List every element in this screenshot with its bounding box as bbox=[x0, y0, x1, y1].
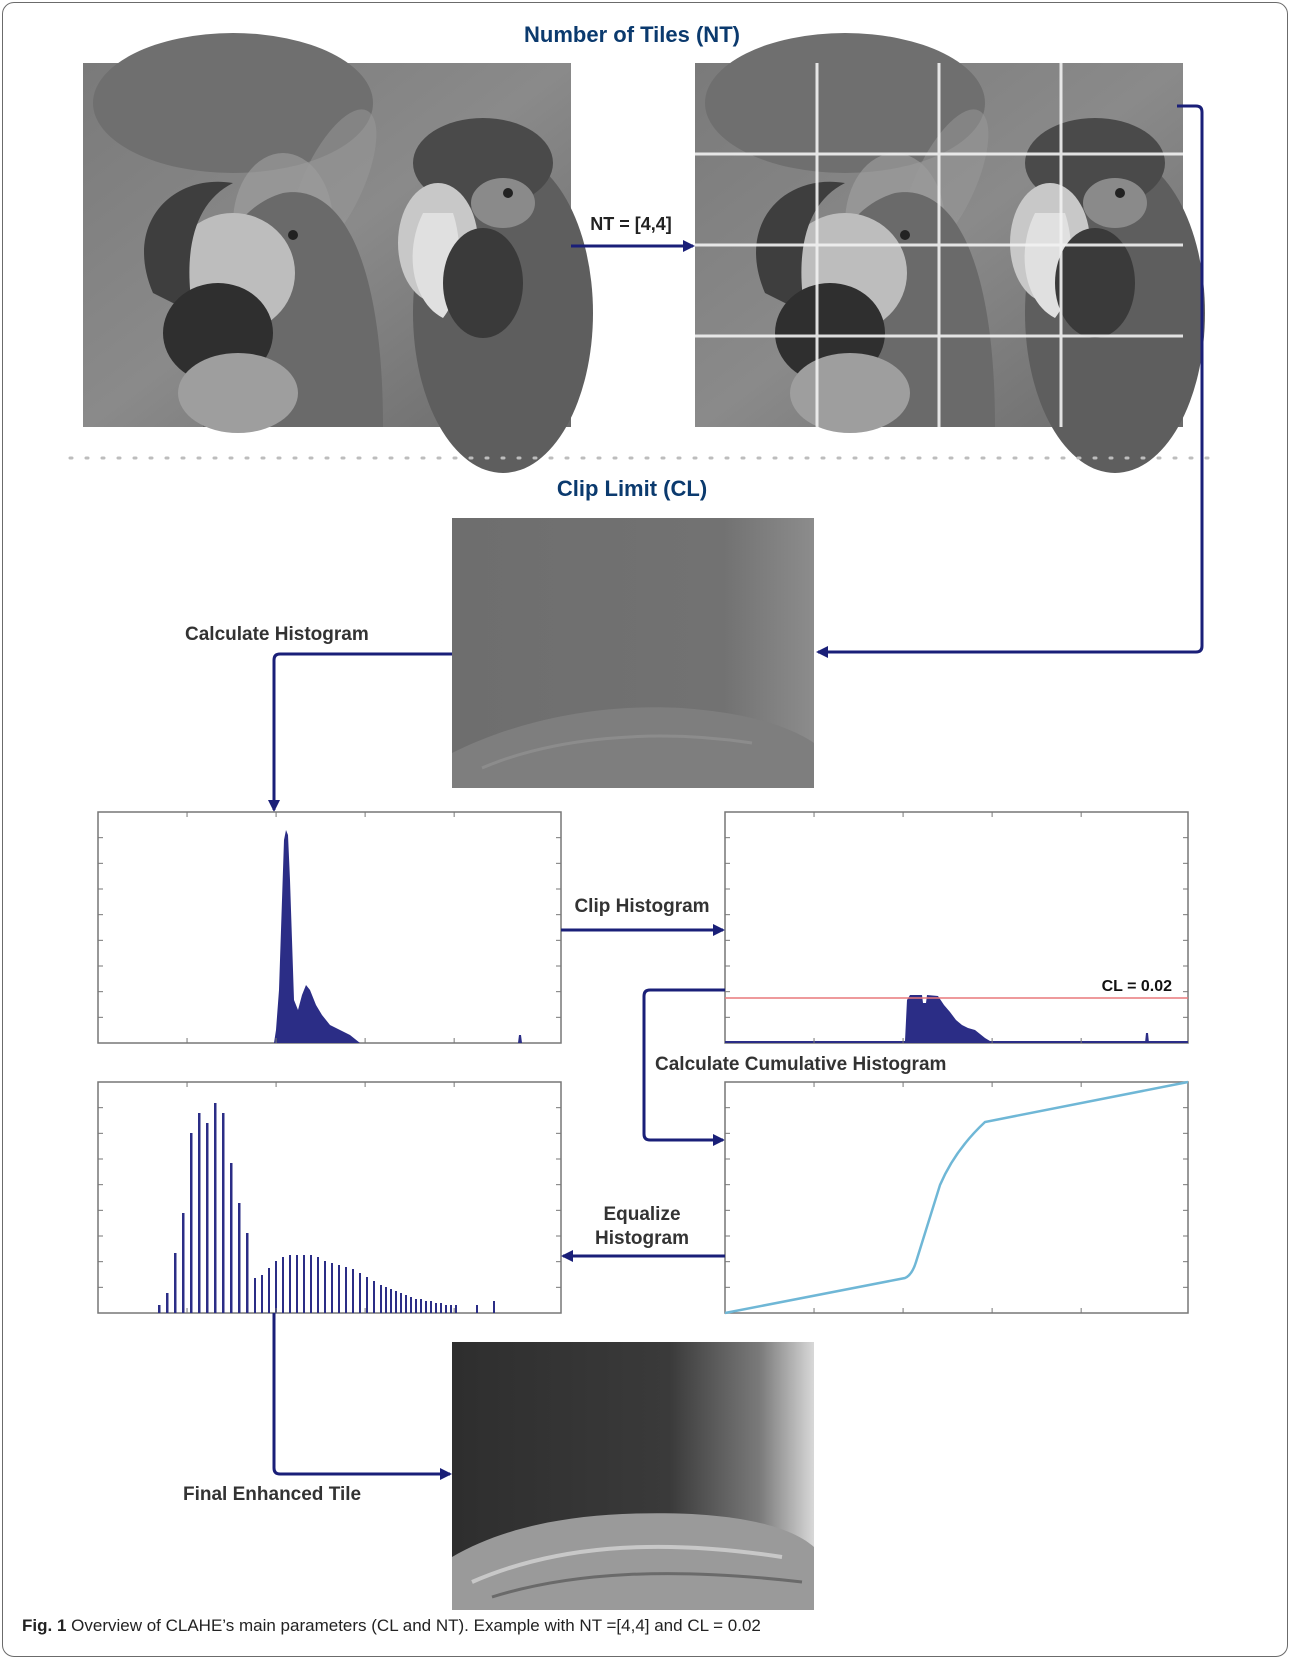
equalize-label-line1: Equalize bbox=[603, 1204, 680, 1225]
nt-arrow-label: NT = [4,4] bbox=[590, 214, 672, 234]
final-tile-label: Final Enhanced Tile bbox=[183, 1484, 361, 1505]
equalized-bar bbox=[455, 1305, 457, 1313]
equalized-bar bbox=[310, 1255, 312, 1313]
clip-limit-label: CL = 0.02 bbox=[1102, 978, 1173, 995]
equalize-label-line2: Histogram bbox=[595, 1228, 689, 1249]
equalized-bar bbox=[380, 1285, 382, 1313]
equalized-bar bbox=[174, 1253, 177, 1313]
equalized-bar bbox=[303, 1255, 305, 1313]
cl-section-title: Clip Limit (CL) bbox=[557, 476, 707, 501]
equalized-bar bbox=[410, 1297, 412, 1313]
equalized-bar bbox=[158, 1305, 161, 1313]
equalized-bar bbox=[206, 1123, 209, 1313]
histogram-area bbox=[725, 995, 1188, 1043]
equalized-bar bbox=[246, 1233, 249, 1313]
cumulative-histogram-panel bbox=[724, 1080, 1189, 1315]
clipped-histogram-bars bbox=[725, 995, 1188, 1043]
equalized-bar bbox=[450, 1305, 452, 1313]
cdf-curve bbox=[724, 1080, 1189, 1315]
equalized-bar bbox=[430, 1301, 432, 1313]
equalized-histogram-bars bbox=[158, 1103, 495, 1313]
equalized-bar bbox=[289, 1255, 291, 1313]
equalized-bar bbox=[261, 1275, 263, 1313]
equalized-bar bbox=[493, 1301, 495, 1313]
cumulative-arrow bbox=[642, 988, 725, 1146]
equalized-bar bbox=[435, 1303, 437, 1313]
equalized-bar bbox=[415, 1299, 417, 1313]
caption-label: Fig. 1 bbox=[22, 1616, 67, 1635]
equalized-bar bbox=[166, 1293, 169, 1313]
equalized-bar bbox=[476, 1305, 478, 1313]
enhanced-tile-photo bbox=[452, 1342, 814, 1610]
equalized-bar bbox=[440, 1303, 442, 1313]
equalized-bar bbox=[190, 1133, 193, 1313]
equalized-bar bbox=[405, 1295, 407, 1313]
equalized-bar bbox=[385, 1287, 387, 1313]
clipped-histogram-panel: CL = 0.02 bbox=[724, 811, 1189, 1044]
equalized-bar bbox=[230, 1163, 233, 1313]
equalized-bar bbox=[445, 1305, 447, 1313]
equalized-bar bbox=[324, 1261, 326, 1313]
equalized-bar bbox=[352, 1269, 354, 1313]
histogram-area bbox=[274, 830, 360, 1043]
equalized-bar bbox=[373, 1281, 375, 1313]
parrot-photo bbox=[83, 33, 593, 473]
calculate-histogram-arrow bbox=[268, 652, 452, 812]
nt-section-title: Number of Tiles (NT) bbox=[524, 22, 740, 47]
final-tile-arrow bbox=[272, 1313, 452, 1480]
histogram-bars bbox=[274, 830, 522, 1043]
equalized-bar bbox=[238, 1203, 241, 1313]
equalized-bar bbox=[331, 1263, 333, 1313]
tile-select-arrow bbox=[816, 104, 1204, 658]
equalized-bar bbox=[182, 1213, 185, 1313]
equalized-histogram-panel bbox=[97, 1081, 562, 1314]
clip-histogram-label: Clip Histogram bbox=[574, 896, 709, 917]
histogram-panel bbox=[97, 811, 562, 1044]
histogram-area bbox=[518, 1035, 522, 1043]
equalized-bar bbox=[198, 1113, 201, 1313]
equalized-bar bbox=[338, 1265, 340, 1313]
tile-grid bbox=[695, 63, 1183, 427]
axis-ticks bbox=[98, 812, 561, 1043]
equalized-bar bbox=[390, 1289, 392, 1313]
calculate-histogram-label: Calculate Histogram bbox=[185, 624, 369, 645]
equalized-bar bbox=[395, 1291, 397, 1313]
equalized-bar bbox=[317, 1257, 319, 1313]
histogram-area bbox=[1145, 1033, 1149, 1043]
equalized-bar bbox=[268, 1268, 270, 1313]
equalized-bar bbox=[275, 1261, 277, 1313]
figure-caption: Fig. 1 Overview of CLAHE’s main paramete… bbox=[22, 1616, 1272, 1636]
equalized-bar bbox=[366, 1277, 368, 1313]
equalized-bar bbox=[254, 1278, 256, 1313]
calculate-cumulative-label: Calculate Cumulative Histogram bbox=[655, 1054, 946, 1075]
equalized-bar bbox=[296, 1255, 298, 1313]
axis-ticks bbox=[98, 1082, 561, 1313]
equalized-bar bbox=[400, 1293, 402, 1313]
axis-ticks bbox=[725, 812, 1188, 1043]
caption-text: Overview of CLAHE’s main parameters (CL … bbox=[71, 1616, 761, 1635]
equalized-bar bbox=[345, 1267, 347, 1313]
axis-ticks bbox=[725, 1082, 1188, 1313]
tile-photo bbox=[452, 518, 814, 788]
equalized-bar bbox=[222, 1113, 225, 1313]
equalized-bar bbox=[282, 1257, 284, 1313]
parrot-grid-photo bbox=[695, 33, 1205, 473]
equalized-bar bbox=[359, 1273, 361, 1313]
equalized-bar bbox=[214, 1103, 217, 1313]
equalized-bar bbox=[420, 1299, 422, 1313]
equalized-bar bbox=[425, 1301, 427, 1313]
